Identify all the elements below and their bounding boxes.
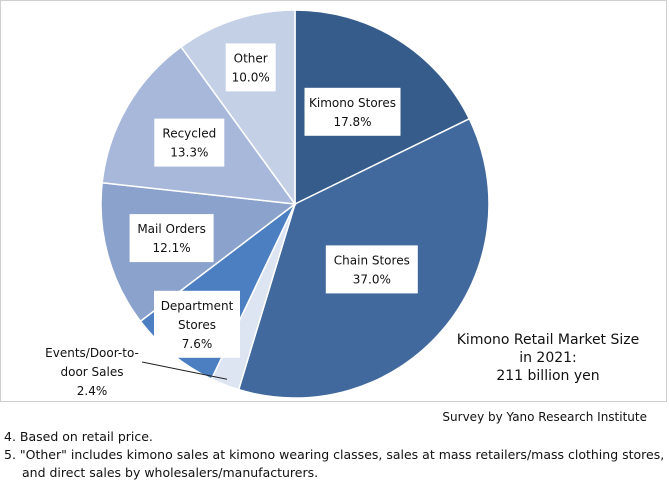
slice-name-label: Chain Stores [334, 253, 410, 267]
market-size-line-3: 211 billion yen [496, 368, 600, 384]
footnotes: 4. Based on retail price. 5. "Other" inc… [4, 428, 664, 482]
slice-label-box [129, 214, 214, 263]
slice-value-label: 17.8% [333, 115, 371, 129]
slice-label: Other 10.0% [225, 43, 276, 92]
slice-value-label: 13.3% [170, 146, 208, 160]
slice-label: Kimono Stores 17.8% [304, 87, 401, 136]
slice-label: Department Stores 7.6% [154, 290, 240, 358]
slice-value-label: 12.1% [153, 241, 191, 255]
callout-leader-line [141, 361, 228, 380]
callout-name-label: Events/Door-to- [45, 346, 139, 360]
slice-value-label: 7.6% [182, 337, 213, 351]
footnote-5-continued: and direct sales by wholesalers/manufact… [22, 465, 319, 480]
slice-name-label: Mail Orders [137, 222, 206, 236]
slice-label-box [154, 290, 240, 358]
pie-chart: Kimono Stores 17.8% Chain Stores 37.0% Event… [45, 9, 490, 399]
source-credit: Survey by Yano Research Institute [442, 410, 647, 424]
slice-label-box [325, 245, 418, 294]
market-size-line-1: Kimono Retail Market Size [456, 332, 640, 348]
slice-value-label: 37.0% [353, 272, 391, 286]
slice-name-label: Recycled [162, 127, 216, 141]
slice-label-box [154, 118, 225, 167]
market-size-annotation: Kimono Retail Market Size in 2021: 211 b… [448, 331, 648, 385]
slice-label-box [225, 43, 276, 92]
callout-value-label: 2.4% [77, 384, 108, 398]
market-size-line-2: in 2021: [519, 350, 577, 366]
slice-name-label: Other [234, 51, 268, 65]
slice-value-label: 10.0% [232, 70, 270, 84]
slice-label: Chain Stores 37.0% [325, 245, 418, 294]
slice-label: Recycled 13.3% [154, 118, 225, 167]
slice-label: Mail Orders 12.1% [129, 214, 214, 263]
callout-name-label: door Sales [61, 365, 124, 379]
footnote-4: 4. Based on retail price. [4, 429, 153, 444]
slice-label-box [304, 87, 401, 136]
slice-name-label: Stores [178, 318, 216, 332]
footnote-5: 5. "Other" includes kimono sales at kimo… [4, 447, 665, 462]
slice-name-label: Kimono Stores [309, 96, 396, 110]
chart-frame [0, 0, 667, 402]
slice-name-label: Department [161, 299, 234, 313]
